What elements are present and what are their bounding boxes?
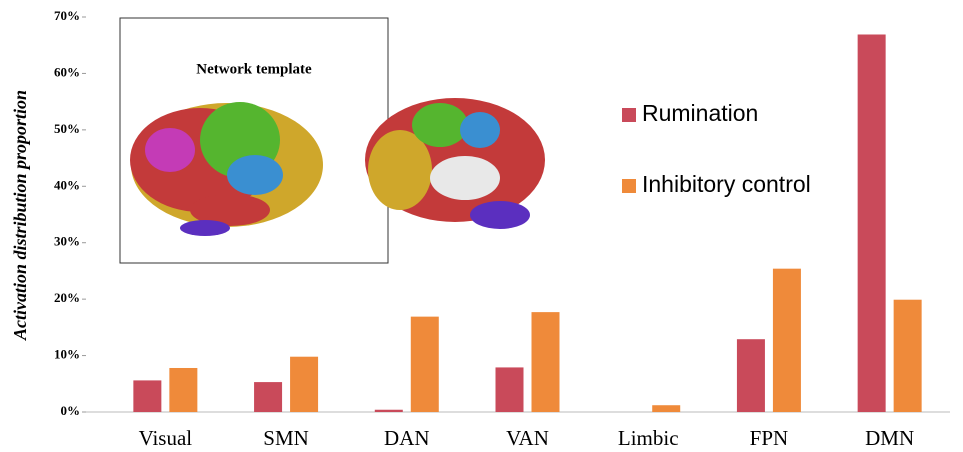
x-tick-label: Visual [139, 426, 193, 450]
bar [133, 380, 161, 412]
y-tick-label: 60% [54, 64, 80, 79]
inset-title: Network template [196, 61, 312, 77]
y-tick-label: 20% [54, 290, 80, 305]
bar [169, 368, 197, 412]
bar [254, 382, 282, 412]
x-tick-label: SMN [263, 426, 309, 450]
brain-right [365, 98, 545, 229]
legend-label: Rumination [642, 100, 758, 126]
x-tick-label: Limbic [618, 426, 679, 450]
y-tick-label: 30% [54, 234, 80, 249]
bar [894, 300, 922, 412]
bar [532, 312, 560, 412]
y-axis-label: Activation distribution proportion [10, 90, 30, 341]
bar [496, 367, 524, 412]
legend-swatch [622, 179, 636, 193]
bar [773, 269, 801, 412]
x-tick-label: DAN [384, 426, 430, 450]
x-tick-label: FPN [750, 426, 789, 450]
y-tick-label: 10% [54, 347, 80, 362]
y-tick-label: 50% [54, 121, 80, 136]
bar [737, 339, 765, 412]
y-tick-label: 0% [61, 403, 81, 418]
legend-label: Inhibitory control [642, 171, 811, 197]
inset: Network template [120, 18, 545, 263]
bar [290, 357, 318, 412]
legend-swatch [622, 108, 636, 122]
y-tick-label: 40% [54, 177, 80, 192]
chart: Activation distribution proportion Netwo… [0, 0, 963, 452]
bar [411, 317, 439, 412]
bar [858, 34, 886, 412]
x-tick-label: DMN [865, 426, 914, 450]
x-tick-label: VAN [506, 426, 549, 450]
bar [652, 405, 680, 412]
y-tick-label: 70% [54, 8, 80, 23]
bar [375, 410, 403, 412]
